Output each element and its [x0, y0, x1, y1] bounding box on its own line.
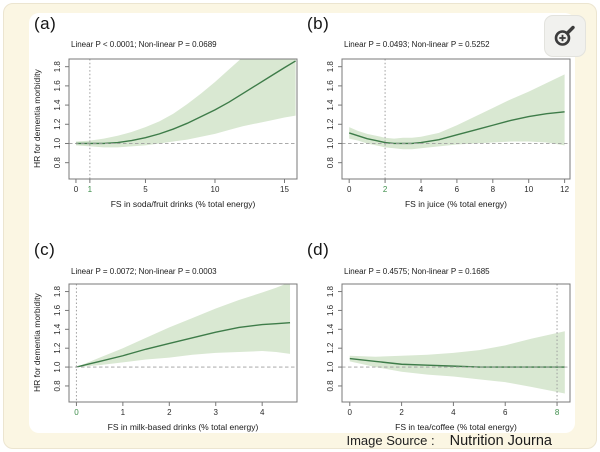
figure-card: (a) Linear P < 0.0001; Non-linear P = 0.…: [29, 13, 575, 433]
svg-text:12: 12: [560, 185, 569, 194]
svg-text:5: 5: [143, 185, 148, 194]
spline-plot-c: 0.8 1.0 1.2 1.4 1.6 1.8 0 1 2 3 4: [53, 283, 298, 417]
svg-text:1.0: 1.0: [326, 361, 335, 373]
svg-text:6: 6: [503, 408, 508, 417]
svg-text:2: 2: [399, 408, 404, 417]
panel-b-x-axis-title: FS in juice (% total energy): [404, 199, 508, 209]
image-source-label: Image Source :: [346, 433, 435, 448]
svg-text:1.4: 1.4: [326, 99, 335, 111]
svg-text:6: 6: [455, 185, 460, 194]
svg-text:1.0: 1.0: [53, 361, 62, 373]
panel-c-label: (c): [34, 240, 56, 259]
svg-text:1: 1: [121, 408, 126, 417]
svg-text:2: 2: [383, 185, 388, 194]
spline-plot-a: 0.81.01.21.41.61.80 1 5 10 15: [53, 58, 298, 194]
svg-text:0: 0: [74, 408, 79, 417]
svg-text:3: 3: [214, 408, 219, 417]
svg-text:0.8: 0.8: [326, 380, 335, 392]
panel-a-label: (a): [34, 14, 57, 33]
panel-b-subtitle: Linear P = 0.0493; Non-linear P = 0.5252: [344, 40, 490, 49]
svg-text:0: 0: [347, 185, 352, 194]
panel-d-label: (d): [307, 240, 330, 259]
svg-text:0: 0: [74, 185, 79, 194]
panel-a: (a) Linear P < 0.0001; Non-linear P = 0.…: [29, 13, 302, 223]
svg-text:0.8: 0.8: [326, 157, 335, 169]
svg-text:1.2: 1.2: [53, 118, 62, 130]
spline-plot-d: 0.8 1.0 1.2 1.4 1.6 1.8 0 2 4 6 8: [326, 283, 571, 417]
svg-text:1.8: 1.8: [326, 285, 335, 297]
svg-text:1.2: 1.2: [326, 342, 335, 354]
panel-c-subtitle: Linear P = 0.0072; Non-linear P = 0.0003: [71, 267, 217, 276]
svg-text:1.4: 1.4: [53, 99, 62, 111]
svg-text:8: 8: [491, 185, 496, 194]
svg-text:1.0: 1.0: [53, 137, 62, 149]
svg-text:8: 8: [555, 408, 560, 417]
panel-c: (c) Linear P = 0.0072; Non-linear P = 0.…: [29, 223, 302, 433]
svg-text:4: 4: [451, 408, 456, 417]
spline-plot-b: 0.8 1.0 1.2 1.4 1.6 1.8 0 2 4 6 8 10 12: [326, 58, 571, 194]
panel-a-x-axis-title: FS in soda/fruit drinks (% total energy): [110, 199, 256, 209]
panel-b-label: (b): [307, 14, 330, 33]
svg-text:10: 10: [211, 185, 220, 194]
panel-d-subtitle: Linear P = 0.4575; Non-linear P = 0.1685: [344, 267, 490, 276]
panel-d-x-axis-title: FS in tea/coffee (% total energy): [395, 422, 517, 432]
svg-text:1.6: 1.6: [326, 80, 335, 92]
svg-text:15: 15: [280, 185, 289, 194]
svg-text:1.6: 1.6: [53, 304, 62, 316]
image-source-value: Nutrition Journa: [449, 433, 552, 449]
svg-text:4: 4: [419, 185, 424, 194]
svg-text:0: 0: [348, 408, 353, 417]
svg-text:1.2: 1.2: [53, 342, 62, 354]
svg-text:1.8: 1.8: [53, 285, 62, 297]
svg-text:1.6: 1.6: [53, 80, 62, 92]
svg-text:1.0: 1.0: [326, 137, 335, 149]
svg-text:0.8: 0.8: [53, 380, 62, 392]
svg-text:4: 4: [260, 408, 265, 417]
page-background: (a) Linear P < 0.0001; Non-linear P = 0.…: [3, 3, 597, 449]
panel-b: (b) Linear P = 0.0493; Non-linear P = 0.…: [302, 13, 575, 223]
panel-d: (d) Linear P = 0.4575; Non-linear P = 0.…: [302, 223, 575, 433]
svg-text:0.8: 0.8: [53, 157, 62, 169]
panel-c-x-axis-title: FS in milk-based drinks (% total energy): [107, 422, 259, 432]
image-source-caption: Image Source : Nutrition Journa: [4, 433, 600, 449]
svg-text:2: 2: [167, 408, 172, 417]
svg-text:1.6: 1.6: [326, 304, 335, 316]
svg-text:1.4: 1.4: [53, 323, 62, 335]
panel-a-subtitle: Linear P < 0.0001; Non-linear P = 0.0689: [71, 40, 217, 49]
svg-text:1.2: 1.2: [326, 118, 335, 130]
zoom-in-icon: [554, 25, 575, 46]
svg-text:1.8: 1.8: [326, 61, 335, 73]
zoom-in-button[interactable]: [544, 15, 586, 57]
svg-text:10: 10: [524, 185, 533, 194]
svg-text:1.4: 1.4: [326, 323, 335, 335]
svg-text:1: 1: [88, 185, 93, 194]
svg-text:1.8: 1.8: [53, 61, 62, 73]
